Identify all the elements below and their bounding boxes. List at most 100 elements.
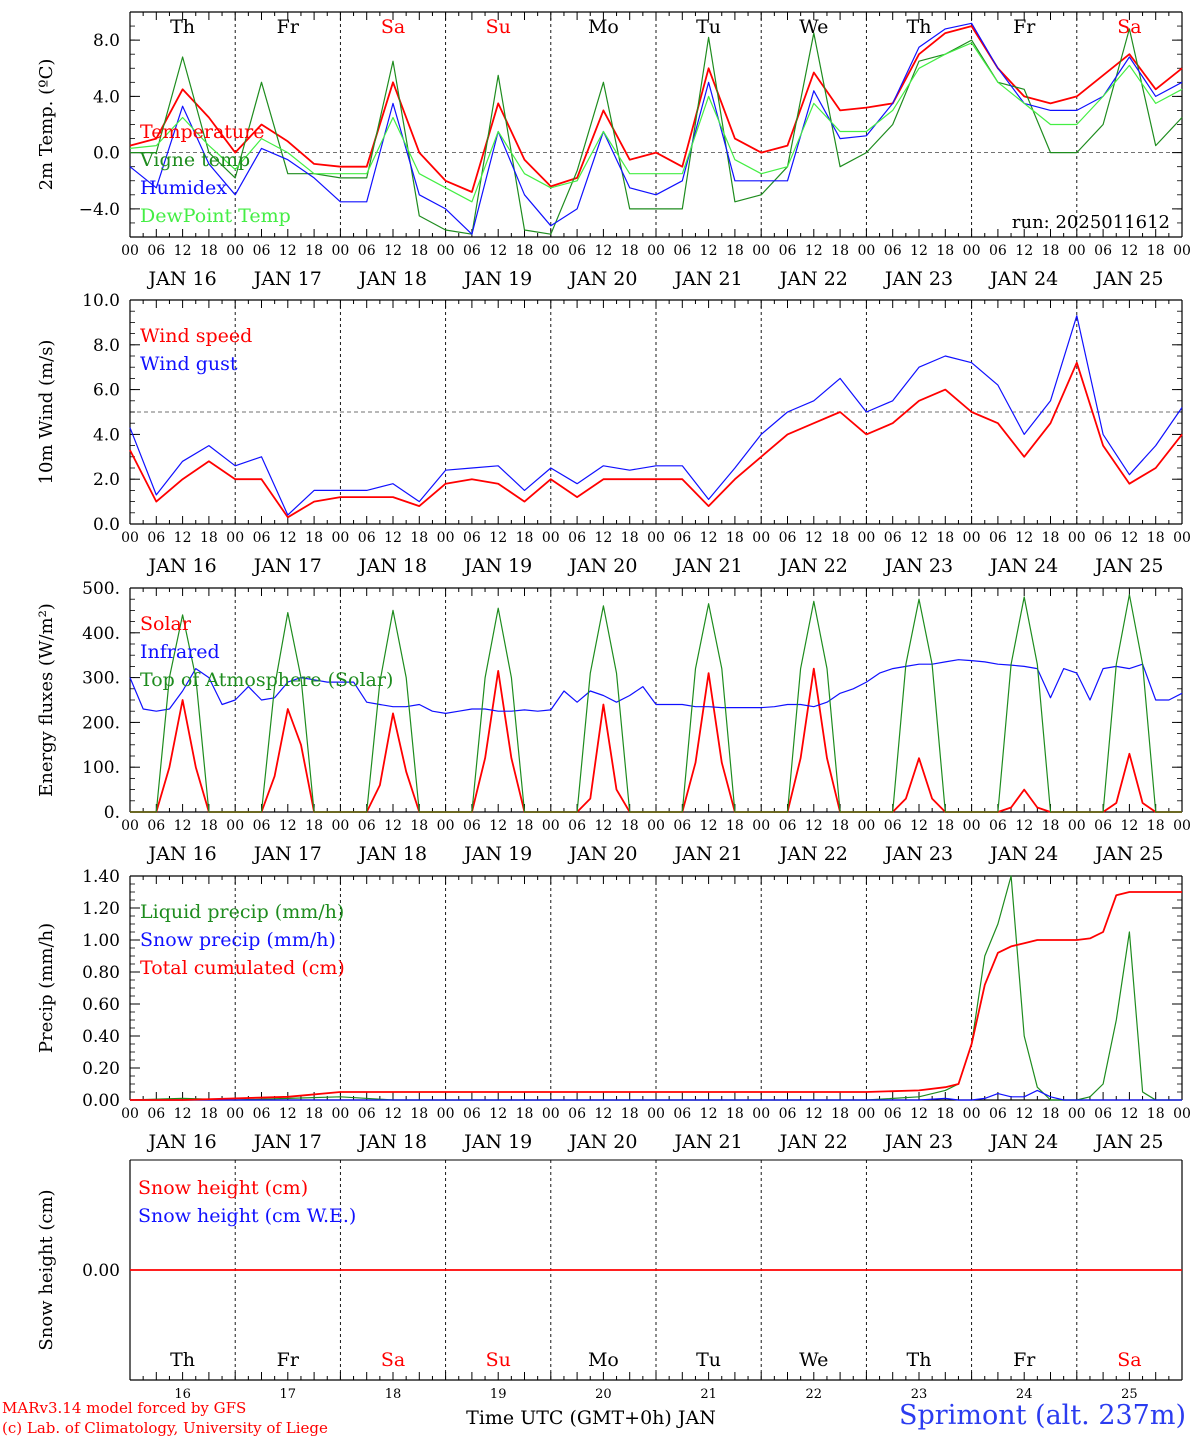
day-number-label: 17 [280, 1387, 297, 1402]
hour-tick-label: 00 [331, 530, 349, 546]
hour-tick-label: 12 [174, 530, 192, 546]
hour-tick-label: 06 [358, 818, 376, 834]
hour-tick-label: 18 [410, 243, 428, 259]
hour-tick-label: 06 [1094, 530, 1112, 546]
hour-tick-label: 12 [700, 818, 718, 834]
series-line [129, 22, 1183, 235]
hour-tick-label: 06 [463, 243, 481, 259]
hour-tick-label: 12 [384, 243, 402, 259]
hour-tick-label: 00 [1173, 243, 1191, 259]
date-label: JAN 23 [883, 1131, 953, 1153]
hour-tick-label: 12 [1015, 818, 1033, 834]
legend-label: Wind gust [140, 353, 238, 375]
weekday-label: Tu [696, 1349, 721, 1371]
date-label: JAN 22 [778, 1131, 848, 1153]
weekday-label: Fr [1013, 1349, 1036, 1371]
date-label: JAN 17 [252, 843, 322, 865]
date-label: JAN 23 [883, 555, 953, 577]
hour-tick-label: 12 [1015, 243, 1033, 259]
hour-tick-label: 18 [621, 243, 639, 259]
weekday-label: Th [170, 1349, 195, 1371]
hour-tick-label: 18 [200, 243, 218, 259]
y-tick-label: 0.80 [82, 963, 120, 983]
weekday-label: Th [170, 16, 195, 38]
y-axis-label: Energy fluxes (W/m²) [36, 603, 57, 797]
weekday-label: Sa [381, 1349, 405, 1371]
hour-tick-label: 06 [673, 530, 691, 546]
hour-tick-label: 00 [752, 530, 770, 546]
hour-tick-label: 18 [200, 818, 218, 834]
y-tick-label: 10.0 [82, 291, 120, 311]
hour-tick-label: 18 [516, 1106, 534, 1122]
hour-tick-label: 12 [384, 530, 402, 546]
hour-tick-label: 00 [752, 818, 770, 834]
hour-tick-label: 06 [147, 530, 165, 546]
hour-tick-label: 12 [594, 530, 612, 546]
date-label: JAN 22 [778, 555, 848, 577]
date-label: JAN 16 [147, 268, 217, 290]
hour-tick-label: 12 [910, 1106, 928, 1122]
weekday-label: Fr [1013, 16, 1036, 38]
hour-tick-label: 06 [884, 818, 902, 834]
legend-label: Total cumulated (cm) [140, 957, 345, 979]
legend-label: Snow height (cm W.E.) [138, 1205, 356, 1227]
hour-tick-label: 18 [936, 818, 954, 834]
station-label: Sprimont (alt. 237m) [899, 1400, 1186, 1431]
day-number-label: 24 [1016, 1387, 1033, 1402]
y-tick-label: 6.0 [93, 381, 120, 401]
y-axis-label: 2m Temp. (ºC) [36, 59, 57, 191]
hour-tick-label: 12 [174, 243, 192, 259]
weekday-label: Fr [277, 16, 300, 38]
y-axis-label: Snow height (cm) [36, 1189, 57, 1350]
hour-tick-label: 18 [1147, 818, 1165, 834]
hour-tick-label: 18 [726, 530, 744, 546]
hour-tick-label: 06 [884, 530, 902, 546]
hour-tick-label: 00 [226, 530, 244, 546]
y-tick-label: 0.40 [82, 1027, 120, 1047]
date-label: JAN 18 [357, 555, 427, 577]
hour-tick-label: 18 [726, 1106, 744, 1122]
y-tick-label: 0. [104, 803, 120, 823]
hour-tick-label: 18 [516, 243, 534, 259]
hour-tick-label: 12 [489, 1106, 507, 1122]
weekday-label: Fr [277, 1349, 300, 1371]
hour-tick-label: 18 [516, 530, 534, 546]
hour-tick-label: 06 [463, 1106, 481, 1122]
weekday-label: Su [486, 16, 511, 38]
hour-tick-label: 12 [805, 243, 823, 259]
hour-tick-label: 00 [226, 818, 244, 834]
y-axis-label: 10m Wind (m/s) [36, 340, 57, 485]
hour-tick-label: 18 [305, 243, 323, 259]
hour-tick-label: 12 [279, 530, 297, 546]
legend-label: Liquid precip (mm/h) [140, 901, 344, 923]
date-label: JAN 18 [357, 1131, 427, 1153]
hour-tick-label: 12 [594, 1106, 612, 1122]
hour-tick-label: 00 [331, 818, 349, 834]
legend-label: Solar [140, 613, 192, 635]
date-label: JAN 17 [252, 268, 322, 290]
hour-tick-label: 00 [437, 818, 455, 834]
hour-tick-label: 12 [1120, 1106, 1138, 1122]
hour-tick-label: 00 [226, 243, 244, 259]
day-number-label: 23 [911, 1387, 928, 1402]
model-credit: MARv3.14 model forced by GFS [2, 1399, 247, 1417]
weekday-label: Th [907, 1349, 932, 1371]
hour-tick-label: 06 [989, 1106, 1007, 1122]
hour-tick-label: 06 [1094, 1106, 1112, 1122]
day-number-label: 21 [700, 1387, 717, 1402]
hour-tick-label: 06 [989, 243, 1007, 259]
hour-tick-label: 06 [147, 243, 165, 259]
date-label: JAN 18 [357, 268, 427, 290]
date-label: JAN 20 [567, 1131, 637, 1153]
hour-tick-label: 06 [884, 1106, 902, 1122]
hour-tick-label: 00 [121, 1106, 139, 1122]
legend-label: Infrared [140, 641, 220, 663]
weekday-label: Th [907, 16, 932, 38]
date-label: JAN 19 [462, 268, 532, 290]
hour-tick-label: 06 [358, 243, 376, 259]
date-label: JAN 22 [778, 268, 848, 290]
date-label: JAN 17 [252, 555, 322, 577]
series-line [130, 28, 1183, 235]
hour-tick-label: 06 [253, 1106, 271, 1122]
date-label: JAN 24 [988, 843, 1058, 865]
